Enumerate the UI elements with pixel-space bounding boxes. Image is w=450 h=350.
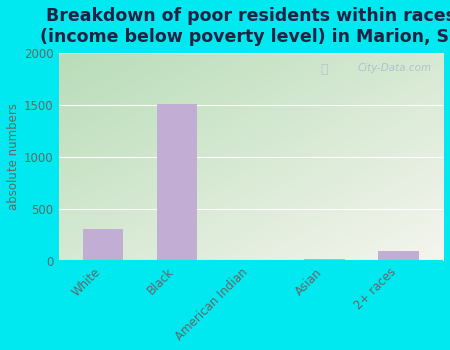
Bar bbox=[378, 251, 419, 261]
Bar bbox=[157, 104, 197, 261]
Bar bbox=[83, 229, 123, 261]
Bar bbox=[305, 259, 345, 261]
Title: Breakdown of poor residents within races
(income below poverty level) in Marion,: Breakdown of poor residents within races… bbox=[40, 7, 450, 46]
Y-axis label: absolute numbers: absolute numbers bbox=[7, 103, 20, 210]
Text: City-Data.com: City-Data.com bbox=[357, 63, 432, 73]
Text: ⓘ: ⓘ bbox=[320, 63, 328, 76]
